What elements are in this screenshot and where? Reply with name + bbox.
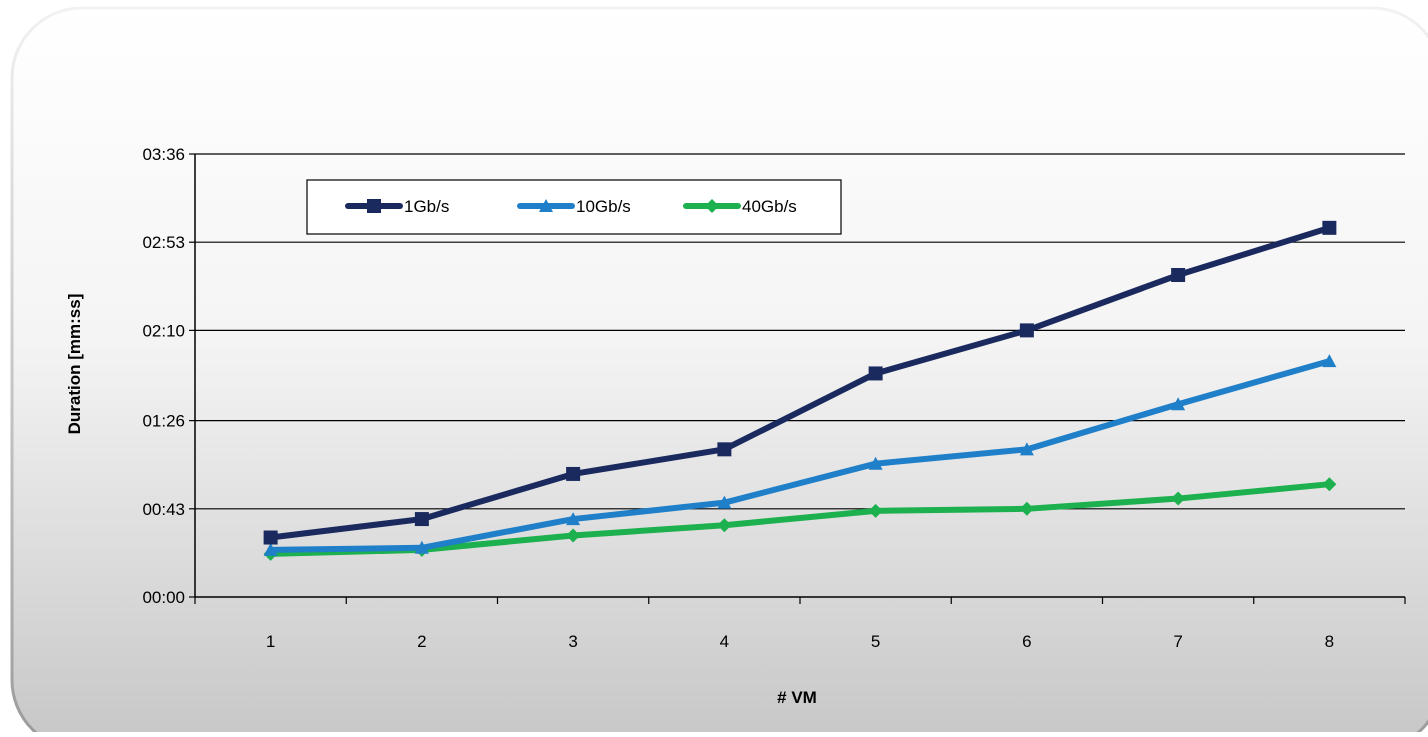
data-point bbox=[1171, 491, 1186, 506]
data-point bbox=[414, 512, 429, 527]
data-point bbox=[263, 530, 278, 545]
data-point bbox=[1019, 501, 1034, 516]
legend-marker bbox=[367, 199, 381, 213]
axes: 00:00 00:43 01:26 02:10 02:53 03:36 1 2 3 4 5 6 7 8 bbox=[142, 145, 1406, 651]
y-tick-label: 00:00 bbox=[142, 588, 185, 607]
data-point bbox=[868, 456, 883, 470]
data-point bbox=[1019, 323, 1034, 338]
data-point bbox=[566, 466, 581, 481]
legend-label: 10Gb/s bbox=[576, 197, 631, 216]
series-line bbox=[267, 481, 1333, 557]
x-tick-label: 5 bbox=[871, 632, 880, 651]
legend-entry: 1Gb/s bbox=[345, 197, 449, 216]
series-1gb-s bbox=[263, 220, 1337, 545]
legend-entry: 40Gb/s bbox=[683, 197, 797, 216]
x-tick-label: 3 bbox=[568, 632, 577, 651]
data-point bbox=[1322, 354, 1337, 368]
x-axis-label: # VM bbox=[777, 688, 817, 707]
data-point bbox=[1322, 220, 1337, 235]
data-point bbox=[717, 495, 732, 509]
y-tick-label: 02:53 bbox=[142, 233, 185, 252]
legend-entry: 10Gb/s bbox=[517, 197, 631, 216]
data-point bbox=[414, 540, 429, 554]
x-tick-label: 1 bbox=[266, 632, 275, 651]
data-point bbox=[1322, 477, 1337, 492]
y-tick-label: 02:10 bbox=[142, 321, 185, 340]
data-point bbox=[868, 366, 883, 381]
gridlines bbox=[195, 153, 1405, 510]
y-axis-label: Duration [mm:ss] bbox=[65, 294, 84, 435]
legend-marker bbox=[539, 199, 553, 212]
data-point bbox=[868, 503, 883, 518]
x-tick-label: 8 bbox=[1325, 632, 1334, 651]
x-tick-label: 6 bbox=[1022, 632, 1031, 651]
data-point bbox=[1019, 442, 1034, 456]
legend-label: 40Gb/s bbox=[742, 197, 797, 216]
series-line bbox=[267, 358, 1333, 553]
legend: 1Gb/s 10Gb/s 40Gb/s bbox=[306, 179, 842, 235]
data-point bbox=[1171, 397, 1186, 411]
x-tick-label: 7 bbox=[1173, 632, 1182, 651]
data-point bbox=[1171, 268, 1186, 283]
y-tick-label: 03:36 bbox=[142, 145, 185, 164]
legend-marker bbox=[705, 199, 719, 213]
y-tick-label: 00:43 bbox=[142, 500, 185, 519]
series-10gb-s bbox=[263, 354, 1337, 556]
series-line bbox=[267, 224, 1333, 541]
x-tick-label: 4 bbox=[720, 632, 729, 651]
series bbox=[263, 220, 1337, 561]
data-point bbox=[717, 518, 732, 533]
data-point bbox=[263, 542, 278, 556]
data-point bbox=[566, 528, 581, 543]
y-tick-label: 01:26 bbox=[142, 412, 185, 431]
x-tick-label: 2 bbox=[417, 632, 426, 651]
chart-panel-background bbox=[10, 6, 1428, 737]
legend-label: 1Gb/s bbox=[404, 197, 449, 216]
data-point bbox=[566, 512, 581, 526]
data-point bbox=[717, 442, 732, 457]
